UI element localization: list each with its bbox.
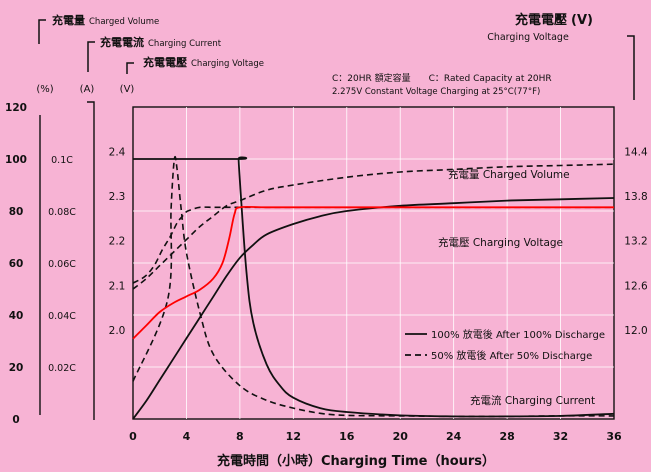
x-tick-28: 28 [499,430,514,443]
volume-tick-80: 80 [9,206,24,218]
curve-label-current: 充電流 Charging Current [470,394,595,407]
series-current-100 [133,156,615,418]
battery-voltage-axis-ticks: 12.0 12.6 13.2 13.8 14.4 [624,147,648,337]
x-tick-20: 20 [393,430,409,443]
battery-voltage-tick-13.8: 13.8 [624,191,647,203]
unit-label-current: (A) [80,84,95,95]
grid-lines [133,107,614,419]
volume-tick-20: 20 [9,362,24,374]
battery-voltage-tick-13.2: 13.2 [624,236,647,248]
curve-label-voltage: 充電壓 Charging Voltage [438,236,563,249]
header-bracket-voltage [126,62,134,74]
current-axis-line [87,101,95,420]
cell-voltage-tick-2.0: 2.0 [109,325,126,337]
series-volume-50 [132,163,615,290]
battery-voltage-tick-12.0: 12.0 [624,325,647,337]
note-constant-voltage: 2.275V Constant Voltage Charging at 25°C… [332,87,540,97]
header-legend-current: 充電電流 Charging Current [100,35,222,49]
series-group [132,155,615,420]
x-tick-8: 8 [236,430,244,443]
current-tick-0.1C: 0.1C [51,155,73,166]
x-axis-label: 充電時間（小時）Charging Time（hours） [217,453,495,469]
series-volume-100 [132,197,615,420]
current-tick-0.02C: 0.02C [48,363,76,374]
x-tick-24: 24 [446,430,462,443]
x-tick-36: 36 [606,430,622,443]
cell-voltage-tick-2.3: 2.3 [109,191,126,203]
header-legend-volume: 充電量 Charged Volume [52,13,159,27]
volume-tick-100: 100 [5,154,27,166]
right-axis-title: 充電電壓 (V) Charging Voltage [487,12,635,100]
x-axis-ticks: 0 4 8 12 16 20 24 28 32 36 [129,430,622,443]
current-tick-0.06C: 0.06C [48,259,76,270]
x-tick-16: 16 [339,430,355,443]
x-tick-4: 4 [183,430,191,443]
unit-label-volume: (%) [36,84,53,95]
volume-tick-60: 60 [9,258,24,270]
curve-label-volume: 充電量 Charged Volume [448,168,570,181]
cell-voltage-axis-ticks: 2.0 2.1 2.2 2.3 2.4 [109,147,126,337]
legend: 100% 放電後 After 100% Discharge 50% 放電後 Af… [405,328,605,362]
legend-label-50: 50% 放電後 After 50% Discharge [431,349,592,362]
volume-tick-0: 0 [12,414,19,426]
battery-voltage-tick-12.6: 12.6 [624,280,648,292]
note-rated-capacity: C：20HR 額定容量 C：Rated Capacity at 20HR [332,72,552,84]
series-voltage-100 [132,205,614,340]
header-legend-voltage: 充電電壓 Charging Voltage [143,55,264,69]
unit-label-voltage: (V) [120,84,135,95]
right-axis-title-cn: 充電電壓 (V) [515,12,593,28]
header-legend: 充電量 Charged Volume 充電電流 Charging Current 充… [38,13,264,74]
cell-voltage-tick-2.1: 2.1 [109,280,126,292]
header-bracket-current [87,41,95,72]
volume-tick-40: 40 [9,310,24,322]
header-bracket-volume [38,19,46,44]
volume-tick-120: 120 [5,102,27,114]
x-tick-0: 0 [129,430,137,443]
volume-axis-ticks: 0 20 40 60 80 100 120 [5,102,27,426]
right-axis-title-en: Charging Voltage [487,32,569,43]
current-tick-0.04C: 0.04C [48,311,76,322]
current-axis-ticks: 0.02C 0.04C 0.06C 0.08C 0.1C [48,155,76,374]
current-tick-0.08C: 0.08C [48,207,76,218]
legend-label-100: 100% 放電後 After 100% Discharge [431,328,605,341]
battery-voltage-tick-14.4: 14.4 [624,147,648,159]
cell-voltage-tick-2.4: 2.4 [109,147,126,159]
cell-voltage-tick-2.2: 2.2 [109,236,126,248]
x-tick-32: 32 [553,430,568,443]
right-axis-bracket [627,35,635,100]
x-tick-12: 12 [286,430,301,443]
